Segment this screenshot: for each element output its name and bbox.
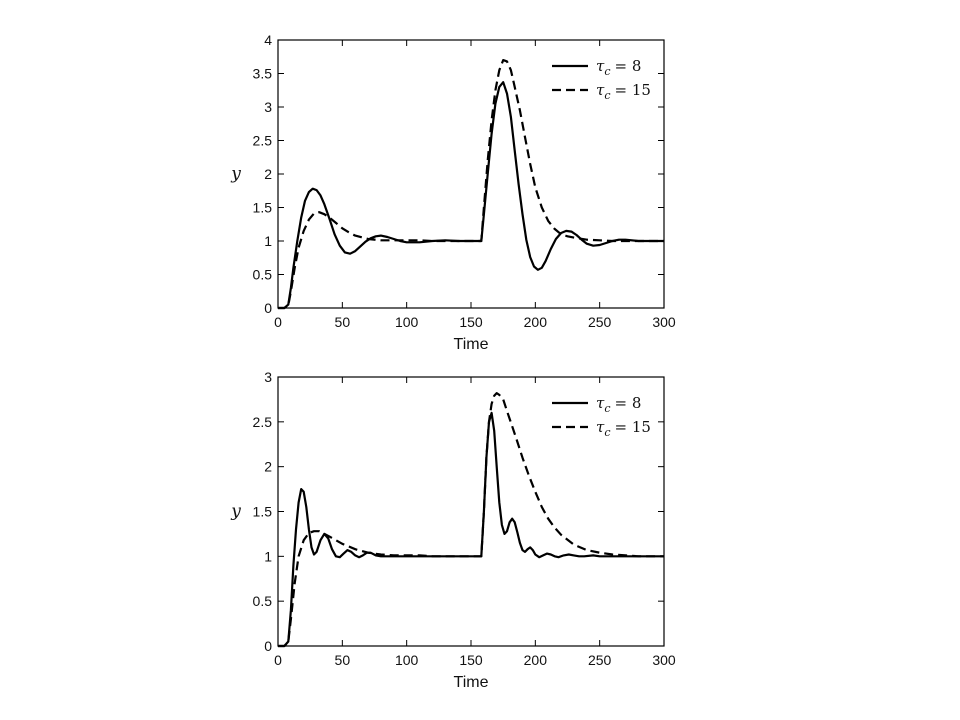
top-chart: 0 50 100 150 200 250 300 0 0.5 1 1.5 2 2.5 3 3.5 4 Time y… [230, 32, 676, 353]
bottom-chart: 0 50 100 150 200 250 300 0 0.5 1 1.5 2 2.5 3 Time y τc = … [230, 369, 676, 691]
top-y-tick-label: 1 [264, 233, 272, 249]
top-x-tick-label: 50 [335, 314, 351, 330]
bottom-x-tick-label: 200 [524, 652, 548, 668]
bottom-y-axis-label: y [230, 502, 241, 522]
bottom-series-line-tau8 [278, 411, 664, 648]
bottom-y-tick-label: 1 [264, 548, 272, 564]
top-x-tick-label: 300 [652, 314, 676, 330]
bottom-legend-label: τc = 15 [596, 418, 651, 439]
top-y-tick-label: 3 [264, 99, 272, 115]
bottom-x-tick-label: 150 [459, 652, 483, 668]
top-y-tick-label: 0 [264, 300, 272, 316]
top-y-tick-label: 2 [264, 166, 272, 182]
bottom-x-tick-label: 50 [335, 652, 351, 668]
bottom-y-tick-label: 2.5 [253, 414, 273, 430]
bottom-y-tick-label: 0 [264, 638, 272, 654]
top-x-axis-label: Time [454, 336, 489, 353]
top-x-tick-label: 100 [395, 314, 419, 330]
top-legend-label: τc = 15 [596, 81, 651, 102]
top-y-tick-label: 0.5 [253, 267, 273, 283]
bottom-x-tick-label: 100 [395, 652, 419, 668]
top-x-tick-label: 250 [588, 314, 612, 330]
top-y-tick-label: 1.5 [253, 200, 273, 216]
bottom-series-line-tau15 [278, 392, 664, 648]
top-x-tick-label: 0 [274, 314, 282, 330]
bottom-y-tick-label: 1.5 [253, 504, 273, 520]
bottom-y-tick-label: 3 [264, 369, 272, 385]
bottom-x-tick-label: 300 [652, 652, 676, 668]
bottom-legend-label: τc = 8 [596, 394, 641, 415]
top-x-tick-label: 150 [459, 314, 483, 330]
bottom-y-tick-label: 2 [264, 459, 272, 475]
top-y-axis-label: y [230, 164, 241, 184]
bottom-x-axis-label: Time [454, 674, 489, 691]
top-legend-label: τc = 8 [596, 57, 641, 78]
top-y-tick-label: 3.5 [253, 66, 273, 82]
bottom-plot-frame [277, 376, 665, 647]
top-y-tick-label: 2.5 [253, 133, 273, 149]
bottom-x-tick-label: 250 [588, 652, 612, 668]
top-x-tick-label: 200 [524, 314, 548, 330]
top-y-tick-label: 4 [264, 32, 272, 48]
top-series-line-tau8 [278, 81, 664, 310]
top-plot-frame [277, 39, 665, 309]
top-series-line-tau15 [278, 58, 664, 310]
bottom-x-tick-label: 0 [274, 652, 282, 668]
bottom-y-tick-label: 0.5 [253, 593, 273, 609]
